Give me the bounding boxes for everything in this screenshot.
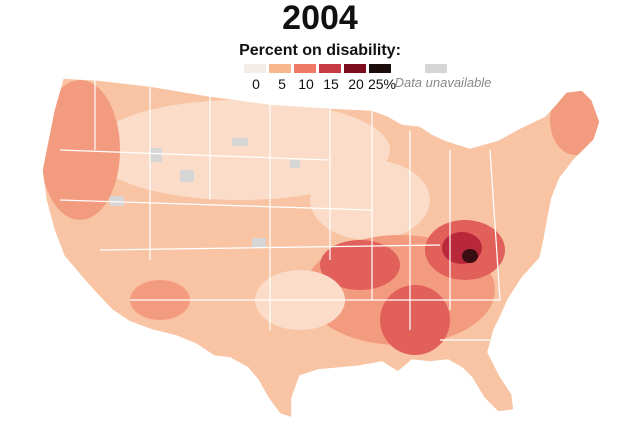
region-midwest [310, 160, 430, 240]
region-deep-south [380, 285, 450, 355]
legend-tick-5: 5 [278, 76, 286, 92]
region-ozarks [320, 240, 400, 290]
unavailable-area-4 [110, 196, 124, 206]
region-appalachia-peak [462, 249, 478, 263]
state-borders [59, 80, 501, 341]
legend-tick-0: 0 [252, 76, 260, 92]
unavailable-area-1 [180, 170, 194, 182]
region-maine [550, 85, 600, 155]
legend-tick-20: 20 [348, 76, 364, 92]
legend-swatch-10 [294, 64, 316, 73]
legend-tick-25: 25% [367, 76, 397, 92]
legend-swatch-unavailable [425, 64, 447, 73]
unavailable-area-6 [290, 160, 300, 168]
legend-swatch-20 [344, 64, 366, 73]
legend-swatch-15 [319, 64, 341, 73]
legend-label-unavailable: Data unavailable [395, 75, 492, 90]
us-outline [41, 77, 601, 420]
legend-swatch-5 [269, 64, 291, 73]
legend-swatch-25 [369, 64, 391, 73]
legend-title: Percent on disability: [239, 42, 401, 59]
unavailable-area-3 [252, 238, 266, 248]
legend-label-unavailable-text: Data unavailable [394, 75, 492, 90]
unavailable-area-2 [150, 148, 162, 162]
region-northern-plains [90, 100, 390, 200]
legend: 0 5 10 15 20 25% Data unavailable [0, 64, 640, 108]
chart-title: 2004 [282, 0, 358, 37]
state-border-lines [59, 80, 501, 341]
region-pacific-northwest [42, 80, 120, 220]
legend-tick-10: 10 [298, 76, 314, 92]
legend-swatch-0 [244, 64, 266, 73]
unavailable-area-5 [232, 138, 248, 146]
legend-tick-15: 15 [323, 76, 339, 92]
